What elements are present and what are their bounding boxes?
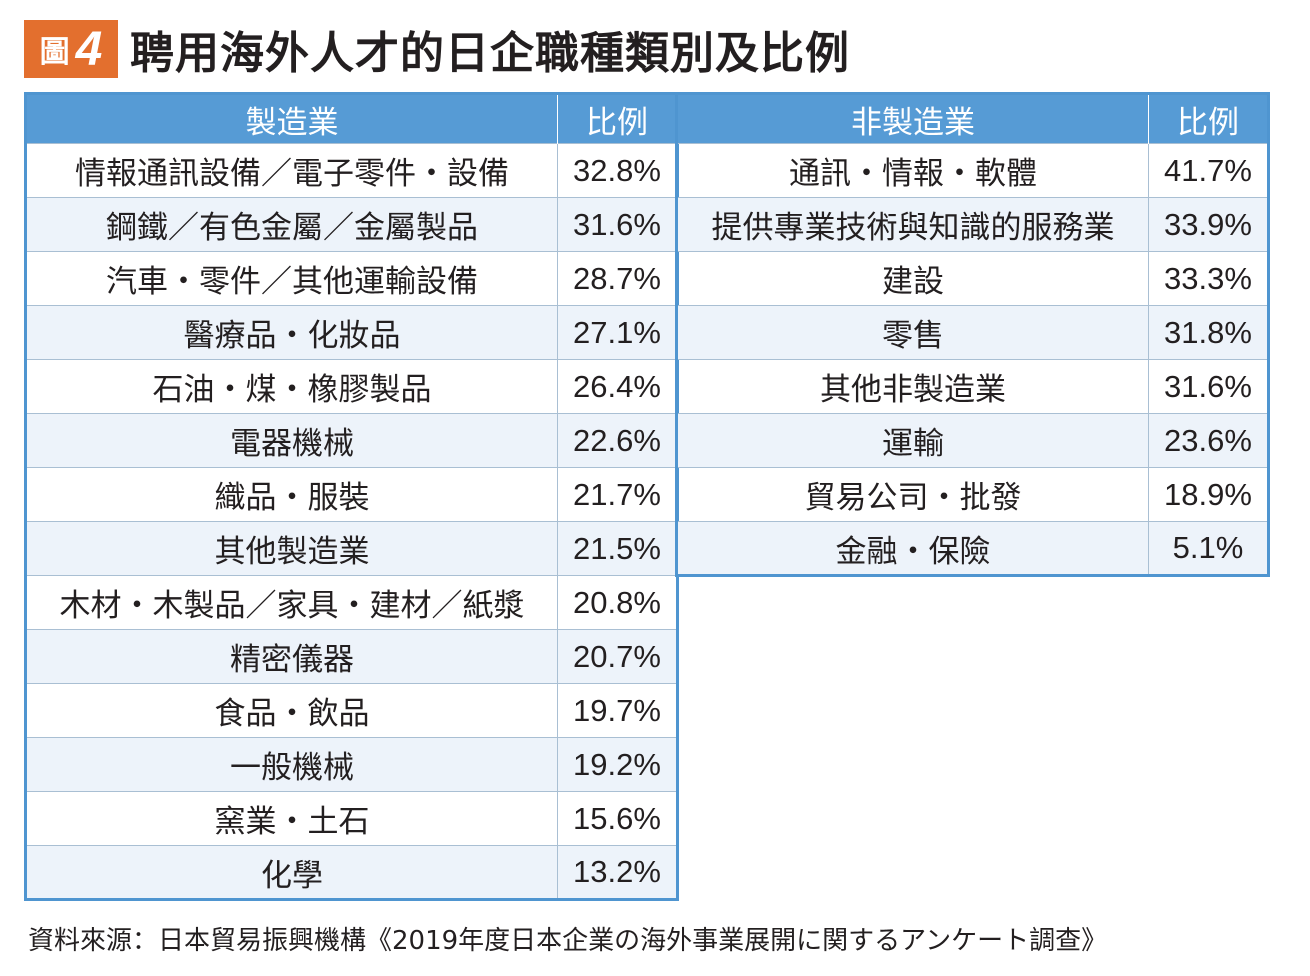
table-row: 建設 33.3% <box>676 251 1269 306</box>
ratio-cell: 31.6% <box>557 197 678 252</box>
table-row: 窯業・土石 15.6% <box>25 791 678 846</box>
table-row: 化學 13.2% <box>25 845 678 900</box>
manufacturing-table-body: 情報通訊設備／電子零件・設備 32.8% 鋼鐵／有色金屬／金屬製品 31.6% 汽車・零… <box>25 143 678 900</box>
table-row: 木材・木製品／家具・建材／紙漿 20.8% <box>25 575 678 630</box>
table-row: 情報通訊設備／電子零件・設備 32.8% <box>25 143 678 198</box>
column-header-category: 非製造業 <box>676 93 1149 144</box>
table-row: 一般機械 19.2% <box>25 737 678 792</box>
figure-badge: 圖 4 <box>24 20 118 78</box>
non-manufacturing-table-body: 通訊・情報・軟體 41.7% 提供專業技術與知識的服務業 33.9% 建設 33.3% 零售… <box>676 143 1269 576</box>
ratio-cell: 21.7% <box>557 467 678 522</box>
ratio-cell: 31.8% <box>1148 305 1269 360</box>
ratio-cell: 20.7% <box>557 629 678 684</box>
non-manufacturing-table: 非製造業 比例 通訊・情報・軟體 41.7% 提供專業技術與知識的服務業 33.9% 建… <box>675 92 1270 577</box>
table-row: 貿易公司・批發 18.9% <box>676 467 1269 522</box>
ratio-cell: 18.9% <box>1148 467 1269 522</box>
ratio-cell: 32.8% <box>557 143 678 198</box>
column-header-ratio: 比例 <box>1148 93 1269 144</box>
ratio-cell: 19.2% <box>557 737 678 792</box>
ratio-cell: 33.3% <box>1148 251 1269 306</box>
table-row: 零售 31.8% <box>676 305 1269 360</box>
category-cell: 情報通訊設備／電子零件・設備 <box>25 143 558 198</box>
category-cell: 精密儀器 <box>25 629 558 684</box>
figure-badge-number: 4 <box>75 22 103 76</box>
table-row: 通訊・情報・軟體 41.7% <box>676 143 1269 198</box>
category-cell: 建設 <box>676 251 1149 306</box>
table-header-row: 製造業 比例 <box>25 93 678 144</box>
figure-badge-word: 圖 <box>39 35 70 70</box>
table-row: 其他非製造業 31.6% <box>676 359 1269 414</box>
table-row: 電器機械 22.6% <box>25 413 678 468</box>
ratio-cell: 19.7% <box>557 683 678 738</box>
figure-title: 圖 4 聘用海外人才的日企職種類別及比例 <box>24 18 850 80</box>
category-cell: 食品・飲品 <box>25 683 558 738</box>
ratio-cell: 31.6% <box>1148 359 1269 414</box>
ratio-cell: 15.6% <box>557 791 678 846</box>
category-cell: 金融・保險 <box>676 521 1149 576</box>
ratio-cell: 33.9% <box>1148 197 1269 252</box>
category-cell: 石油・煤・橡膠製品 <box>25 359 558 414</box>
category-cell: 其他非製造業 <box>676 359 1149 414</box>
column-header-category: 製造業 <box>25 93 558 144</box>
table-row: 金融・保險 5.1% <box>676 521 1269 576</box>
category-cell: 化學 <box>25 845 558 900</box>
source-note: 資料來源：日本貿易振興機構《2019年度日本企業の海外事業展開に関するアンケート… <box>28 926 1108 956</box>
category-cell: 一般機械 <box>25 737 558 792</box>
table-row: 提供專業技術與知識的服務業 33.9% <box>676 197 1269 252</box>
category-cell: 織品・服裝 <box>25 467 558 522</box>
ratio-cell: 26.4% <box>557 359 678 414</box>
table-row: 石油・煤・橡膠製品 26.4% <box>25 359 678 414</box>
ratio-cell: 23.6% <box>1148 413 1269 468</box>
table-row: 食品・飲品 19.7% <box>25 683 678 738</box>
table-row: 織品・服裝 21.7% <box>25 467 678 522</box>
category-cell: 通訊・情報・軟體 <box>676 143 1149 198</box>
ratio-cell: 41.7% <box>1148 143 1269 198</box>
table-header-row: 非製造業 比例 <box>676 93 1269 144</box>
ratio-cell: 27.1% <box>557 305 678 360</box>
category-cell: 其他製造業 <box>25 521 558 576</box>
table-row: 精密儀器 20.7% <box>25 629 678 684</box>
category-cell: 木材・木製品／家具・建材／紙漿 <box>25 575 558 630</box>
ratio-cell: 13.2% <box>557 845 678 900</box>
category-cell: 貿易公司・批發 <box>676 467 1149 522</box>
ratio-cell: 5.1% <box>1148 521 1269 576</box>
table-row: 其他製造業 21.5% <box>25 521 678 576</box>
category-cell: 電器機械 <box>25 413 558 468</box>
table-row: 運輸 23.6% <box>676 413 1269 468</box>
table-row: 鋼鐵／有色金屬／金屬製品 31.6% <box>25 197 678 252</box>
table-row: 汽車・零件／其他運輸設備 28.7% <box>25 251 678 306</box>
ratio-cell: 20.8% <box>557 575 678 630</box>
table-row: 醫療品・化妝品 27.1% <box>25 305 678 360</box>
category-cell: 醫療品・化妝品 <box>25 305 558 360</box>
category-cell: 鋼鐵／有色金屬／金屬製品 <box>25 197 558 252</box>
ratio-cell: 22.6% <box>557 413 678 468</box>
ratio-cell: 28.7% <box>557 251 678 306</box>
page-title: 聘用海外人才的日企職種類別及比例 <box>130 28 850 79</box>
category-cell: 零售 <box>676 305 1149 360</box>
category-cell: 窯業・土石 <box>25 791 558 846</box>
category-cell: 運輸 <box>676 413 1149 468</box>
category-cell: 汽車・零件／其他運輸設備 <box>25 251 558 306</box>
manufacturing-table: 製造業 比例 情報通訊設備／電子零件・設備 32.8% 鋼鐵／有色金屬／金屬製品 31… <box>24 92 679 901</box>
ratio-cell: 21.5% <box>557 521 678 576</box>
category-cell: 提供專業技術與知識的服務業 <box>676 197 1149 252</box>
column-header-ratio: 比例 <box>557 93 678 144</box>
